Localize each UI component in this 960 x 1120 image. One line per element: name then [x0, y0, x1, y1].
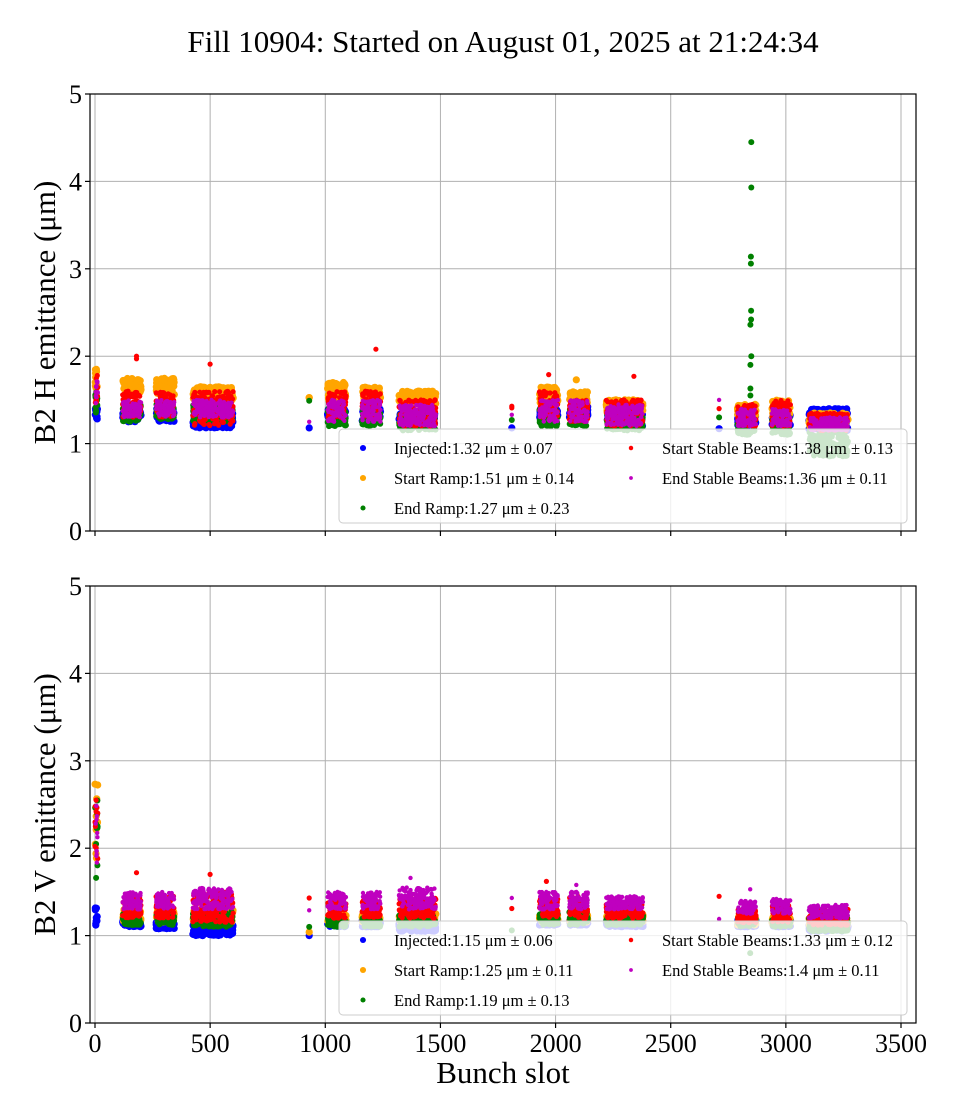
data-point: [305, 424, 313, 432]
data-point: [716, 406, 722, 412]
data-point: [227, 421, 233, 427]
data-point: [372, 389, 379, 395]
data-point: [95, 390, 100, 395]
data-point: [154, 399, 160, 405]
data-point: [217, 389, 223, 395]
data-point: [125, 401, 130, 406]
data-point: [122, 412, 128, 417]
data-point: [161, 383, 169, 391]
data-point: [716, 414, 723, 421]
data-point: [192, 421, 198, 427]
data-point: [397, 398, 403, 404]
data-points: [91, 139, 852, 460]
outlier-point: [631, 373, 637, 379]
data-point: [119, 377, 127, 385]
outlier-point: [748, 307, 755, 314]
data-point: [334, 381, 342, 389]
data-point: [219, 384, 227, 392]
data-point: [406, 397, 412, 403]
outlier-point: [748, 316, 755, 323]
data-point: [331, 392, 338, 398]
data-point: [201, 421, 207, 427]
data-point: [93, 400, 99, 406]
data-point: [327, 381, 335, 390]
data-point: [326, 390, 332, 396]
data-point: [423, 398, 429, 404]
data-point: [162, 405, 167, 411]
data-point: [162, 410, 167, 415]
data-point: [509, 403, 515, 409]
data-point: [170, 413, 176, 419]
data-point: [360, 392, 366, 398]
data-point: [166, 378, 174, 386]
data-point: [577, 392, 585, 400]
data-point: [131, 409, 136, 415]
data-point: [342, 389, 348, 395]
data-point: [131, 381, 139, 389]
data-point: [167, 404, 173, 410]
data-point: [215, 421, 221, 427]
outlier-point: [747, 321, 754, 328]
data-point: [778, 403, 784, 409]
data-point: [92, 365, 100, 373]
data-point: [213, 383, 221, 391]
data-point: [225, 388, 231, 394]
outlier-point: [748, 353, 755, 360]
outlier-point: [133, 356, 140, 362]
data-point: [129, 403, 134, 408]
data-point: [134, 402, 139, 407]
data-point: [539, 390, 545, 396]
data-point: [94, 384, 99, 390]
data-point: [95, 379, 100, 384]
data-point: [206, 421, 212, 428]
outlier-point: [572, 376, 580, 384]
data-point: [367, 389, 374, 395]
data-point: [121, 405, 127, 410]
data-point: [508, 417, 515, 423]
data-point: [154, 406, 159, 412]
data-point: [153, 390, 159, 396]
data-point: [155, 381, 163, 390]
data-point: [136, 413, 141, 418]
outlier-point: [207, 361, 213, 367]
outlier-point: [747, 392, 754, 399]
data-point: [209, 393, 215, 399]
data-point: [162, 401, 167, 407]
data-point: [425, 391, 433, 399]
data-point: [132, 394, 138, 400]
data-point: [230, 389, 236, 395]
data-point: [342, 422, 349, 429]
data-point: [377, 391, 383, 397]
data-point: [137, 407, 142, 412]
outlier-point: [748, 184, 755, 191]
data-point: [603, 397, 610, 403]
data-point: [306, 397, 313, 404]
data-point: [204, 390, 210, 396]
figure-title: Fill 10904: Started on August 01, 2025 a…: [187, 24, 819, 59]
data-point: [159, 398, 164, 403]
outlier-point: [373, 346, 379, 352]
data-point: [157, 411, 162, 416]
data-point: [121, 391, 127, 397]
data-point: [634, 398, 640, 404]
data-point: [773, 400, 779, 406]
outlier-point: [747, 385, 754, 392]
outlier-point: [747, 253, 754, 260]
data-point: [172, 409, 177, 414]
outlier-point: [748, 139, 755, 146]
outlier-point: [747, 361, 754, 368]
data-point: [93, 407, 100, 414]
data-point: [432, 397, 438, 403]
data-point: [399, 388, 407, 397]
outlier-point: [747, 260, 754, 267]
outlier-point: [546, 372, 552, 378]
